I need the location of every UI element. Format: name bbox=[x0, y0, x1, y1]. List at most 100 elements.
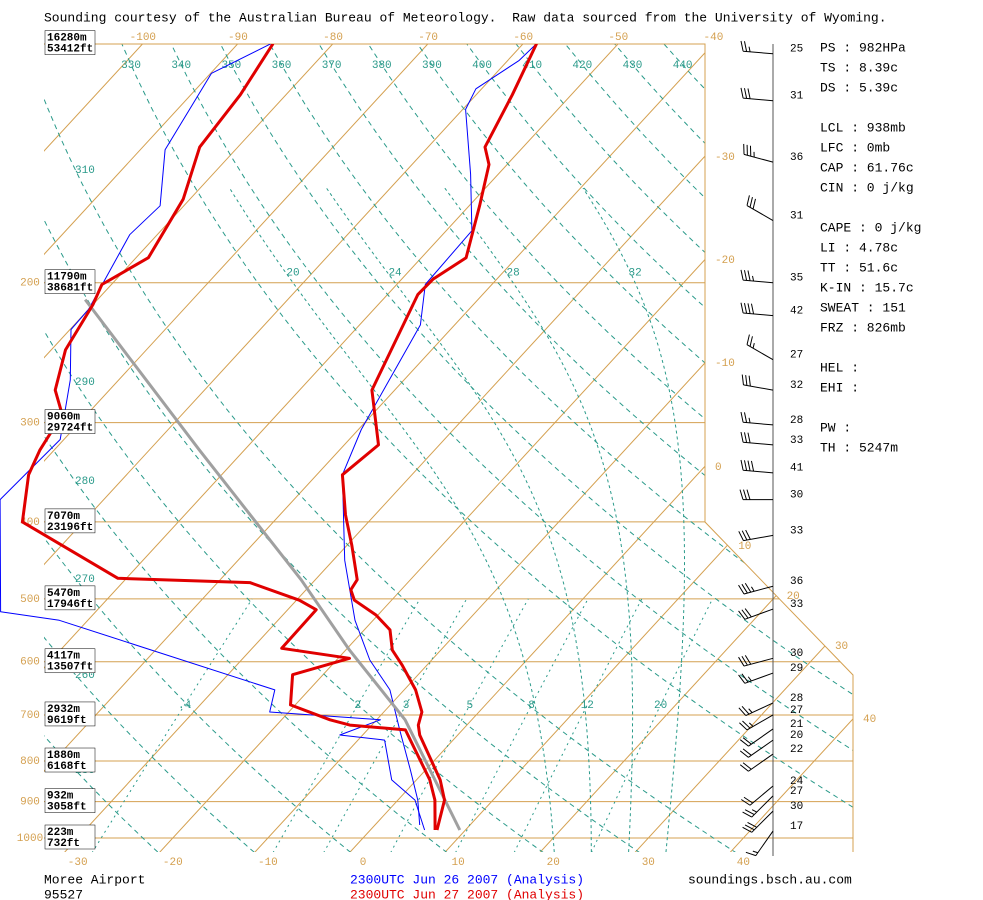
dry-adiabat-label: 280 bbox=[75, 476, 95, 488]
x-tick-label: -10 bbox=[258, 857, 278, 869]
wind-speed-label: 41 bbox=[790, 463, 804, 475]
index-value: LFC : 0mb bbox=[820, 140, 890, 155]
height-feet: 9619ft bbox=[47, 715, 87, 727]
wind-barb bbox=[746, 334, 774, 361]
wind-speed-label: 31 bbox=[790, 210, 804, 222]
wind-speed-label: 24 bbox=[790, 776, 804, 788]
index-value: CAP : 61.76c bbox=[820, 160, 914, 175]
height-box bbox=[44, 409, 96, 434]
dry-adiabat bbox=[44, 44, 648, 852]
x-tick-label: 30 bbox=[642, 857, 655, 869]
moist-adiabat bbox=[582, 187, 685, 852]
wind-barb bbox=[739, 739, 774, 758]
legend: 2300UTC Jun 26 2007 (Analysis)2300UTC Ju… bbox=[350, 872, 584, 900]
station-name: Moree Airport bbox=[44, 872, 145, 887]
index-value: FRZ : 826mb bbox=[820, 320, 906, 335]
height-box bbox=[44, 648, 96, 674]
height-meters: 223m bbox=[47, 827, 74, 839]
wind-speed-label: 33 bbox=[790, 435, 803, 447]
y-tick-label: 600 bbox=[20, 657, 40, 669]
wind-barb bbox=[740, 431, 774, 446]
wind-speed-label: 29 bbox=[790, 663, 803, 675]
wind-speed-label: 33 bbox=[790, 599, 803, 611]
y-tick-label: 500 bbox=[20, 594, 40, 606]
index-value: CIN : 0 j/kg bbox=[820, 180, 914, 195]
wind-barb bbox=[738, 608, 774, 620]
dewpoint-line bbox=[0, 44, 426, 831]
right-tick-label: 0 bbox=[715, 462, 722, 474]
height-box bbox=[44, 269, 96, 294]
top-tick-label: -70 bbox=[418, 32, 438, 44]
y-tick-label: 800 bbox=[20, 756, 40, 768]
x-tick-label: 20 bbox=[547, 857, 560, 869]
top-tick-label: -60 bbox=[513, 32, 533, 44]
y-tick-label: 200 bbox=[20, 278, 40, 290]
credit: soundings.bsch.au.com bbox=[688, 872, 852, 887]
wind-barb bbox=[742, 810, 774, 833]
mixing-ratio-label: 3 bbox=[403, 700, 410, 712]
height-meters: 9060m bbox=[47, 412, 80, 424]
height-feet: 6168ft bbox=[47, 761, 87, 773]
x-tick-label: 40 bbox=[737, 857, 750, 869]
height-feet: 53412ft bbox=[47, 44, 93, 56]
dry-adiabat-label: 370 bbox=[322, 60, 342, 72]
x-tick-label: 0 bbox=[360, 857, 367, 869]
index-value: DS : 5.39c bbox=[820, 80, 898, 95]
height-meters: 932m bbox=[47, 791, 74, 803]
wind-barb bbox=[740, 302, 774, 317]
moist-adiabat bbox=[229, 187, 556, 852]
wind-barb bbox=[743, 143, 774, 163]
dry-adiabat bbox=[202, 44, 853, 852]
dry-adiabat-label: 290 bbox=[75, 377, 95, 389]
isotherm bbox=[534, 44, 853, 852]
dry-adiabat bbox=[106, 44, 853, 852]
index-value: HEL : bbox=[820, 360, 859, 375]
moist-adiabat-label: 20 bbox=[286, 268, 299, 280]
wind-speed-label: 42 bbox=[790, 306, 803, 318]
height-feet: 23196ft bbox=[47, 522, 93, 534]
wind-barb bbox=[738, 583, 774, 595]
wind-barb bbox=[738, 672, 774, 684]
dry-adiabat-label: 400 bbox=[472, 60, 492, 72]
wind-speed-label: 30 bbox=[790, 490, 803, 502]
station-id: 95527 bbox=[44, 887, 83, 900]
parcel-line bbox=[84, 298, 462, 831]
isotherm bbox=[44, 44, 272, 852]
moist-adiabat-label: 28 bbox=[506, 268, 519, 280]
x-tick-label: -20 bbox=[163, 857, 183, 869]
index-value: LCL : 938mb bbox=[820, 120, 906, 135]
index-value: SWEAT : 151 bbox=[820, 300, 906, 315]
wind-speed-label: 30 bbox=[790, 801, 803, 813]
dry-adiabat-label: 340 bbox=[171, 60, 191, 72]
top-tick-label: -90 bbox=[228, 32, 248, 44]
wind-speed-label: 27 bbox=[790, 786, 803, 798]
legend-entry: 2300UTC Jun 27 2007 (Analysis) bbox=[350, 887, 584, 900]
dry-adiabat-label: 350 bbox=[221, 60, 241, 72]
isotherm bbox=[44, 44, 558, 852]
wind-speed-label: 36 bbox=[790, 576, 803, 588]
wind-speed-label: 30 bbox=[790, 648, 803, 660]
dry-adiabat-label: 270 bbox=[75, 574, 95, 586]
index-value: TS : 8.39c bbox=[820, 60, 898, 75]
top-tick-label: -50 bbox=[608, 32, 628, 44]
wind-barb bbox=[740, 87, 774, 102]
dry-adiabat bbox=[44, 44, 745, 852]
height-feet: 13507ft bbox=[47, 662, 93, 674]
dry-adiabat-label: 430 bbox=[623, 60, 643, 72]
wind-speed-label: 22 bbox=[790, 744, 803, 756]
wind-speed-label: 28 bbox=[790, 693, 803, 705]
index-value: CAPE : 0 j/kg bbox=[820, 220, 921, 235]
y-tick-label: 900 bbox=[20, 797, 40, 809]
y-tick-label: 300 bbox=[20, 418, 40, 430]
wind-barb bbox=[739, 489, 773, 501]
height-meters: 5470m bbox=[47, 588, 80, 600]
height-feet: 3058ft bbox=[47, 802, 87, 814]
wind-speed-label: 27 bbox=[790, 350, 803, 362]
wind-barb bbox=[740, 269, 774, 284]
dry-adiabat bbox=[297, 44, 853, 852]
height-box bbox=[44, 788, 96, 813]
isotherm bbox=[44, 44, 367, 852]
